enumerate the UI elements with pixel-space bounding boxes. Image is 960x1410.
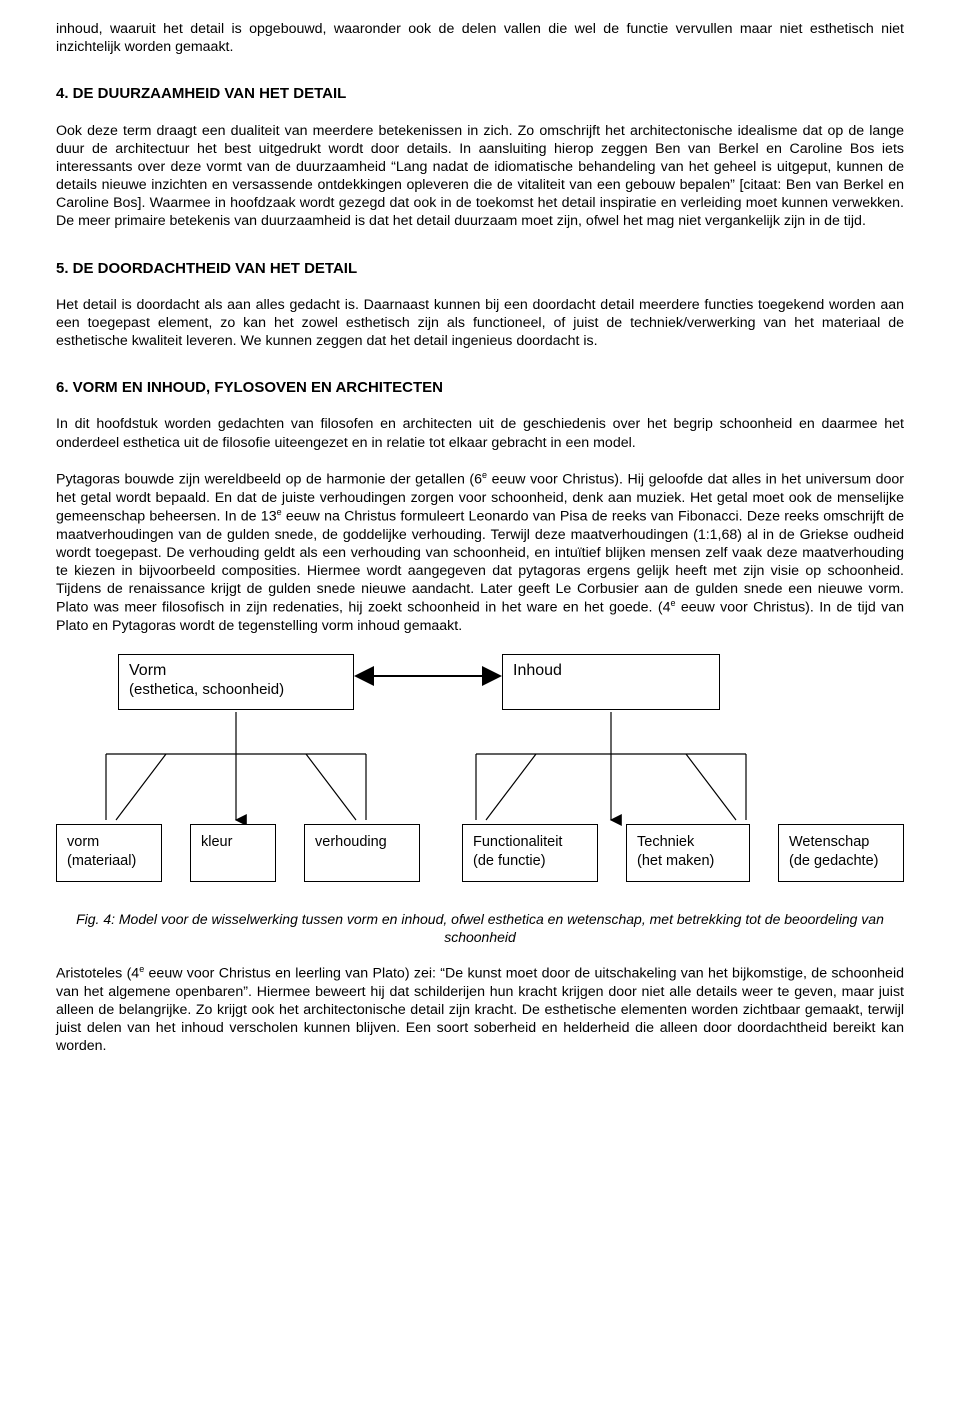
box-bottom-0-l2: (materiaal) [67,852,151,872]
section-6-paragraph-1: In dit hoofdstuk worden gedachten van fi… [56,415,904,451]
intro-continuation: inhoud, waaruit het detail is opgebouwd,… [56,20,904,56]
left-diag-2 [306,754,356,820]
box-bottom-1: kleur [190,824,276,882]
left-diag-1 [116,754,166,820]
box-inhoud-line1: Inhoud [513,661,709,681]
box-inhoud-top: Inhoud [502,654,720,710]
closing-paragraph: Aristoteles (4e eeuw voor Christus en le… [56,964,904,1056]
box-bottom-3: Functionaliteit (de functie) [462,824,598,882]
box-bottom-5-l2: (de gedachte) [789,852,893,872]
box-vorm-line1: Vorm [129,661,343,681]
section-4-paragraph: Ook deze term draagt een dualiteit van m… [56,122,904,231]
right-diag-1 [486,754,536,820]
box-bottom-4-l2: (het maken) [637,852,739,872]
box-bottom-3-l1: Functionaliteit [473,833,587,853]
section-5-paragraph: Het detail is doordacht als aan alles ge… [56,296,904,351]
box-bottom-2: verhouding [304,824,420,882]
section-5-heading: 5. DE DOORDACHTHEID VAN HET DETAIL [56,259,904,278]
box-bottom-1-l1: kleur [201,833,265,853]
box-bottom-3-l2: (de functie) [473,852,587,872]
closing-b: eeuw voor Christus en leerling van Plato… [56,966,904,1055]
p2-a: Pytagoras bouwde zijn wereldbeeld op de … [56,472,482,488]
box-bottom-5-l1: Wetenschap [789,833,893,853]
box-bottom-5: Wetenschap (de gedachte) [778,824,904,882]
section-4-heading: 4. DE DUURZAAMHEID VAN HET DETAIL [56,84,904,103]
section-6-heading: 6. VORM EN INHOUD, FYLOSOVEN EN ARCHITEC… [56,378,904,397]
fig-4-caption: Fig. 4: Model voor de wisselwerking tuss… [56,910,904,946]
box-vorm-line2: (esthetica, schoonheid) [129,681,343,700]
right-diag-2 [686,754,736,820]
box-bottom-2-l1: verhouding [315,833,409,853]
section-6-paragraph-2: Pytagoras bouwde zijn wereldbeeld op de … [56,470,904,636]
box-bottom-4: Techniek (het maken) [626,824,750,882]
box-bottom-4-l1: Techniek [637,833,739,853]
closing-a: Aristoteles (4 [56,966,139,982]
box-bottom-0-l1: vorm [67,833,151,853]
box-bottom-0: vorm (materiaal) [56,824,162,882]
box-vorm-top: Vorm (esthetica, schoonheid) [118,654,354,710]
fig-4-diagram: Vorm (esthetica, schoonheid) Inhoud vorm… [56,654,904,904]
